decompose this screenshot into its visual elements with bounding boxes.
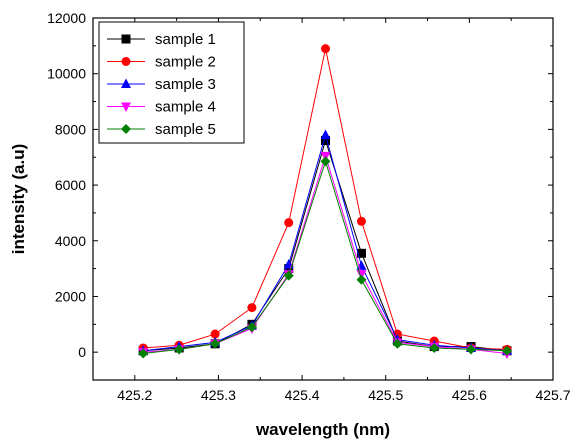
x-tick-label: 425.3 (201, 387, 236, 403)
series-line (143, 133, 508, 352)
legend-label: sample 2 (155, 54, 216, 71)
data-point (138, 348, 149, 359)
data-point (356, 216, 366, 226)
data-point (429, 342, 440, 353)
legend-label: sample 5 (155, 121, 216, 138)
data-point (210, 329, 220, 339)
series-line (143, 154, 508, 354)
plot-frame (92, 17, 554, 381)
x-tick-label: 425.2 (117, 387, 152, 403)
data-point (356, 274, 367, 285)
data-point (320, 129, 331, 139)
x-tick-label: 425.4 (285, 387, 320, 403)
data-point (466, 344, 477, 355)
y-tick-label: 6000 (55, 177, 86, 193)
data-point (502, 345, 512, 356)
legend-item: sample 2 (107, 54, 216, 71)
legend-label: sample 4 (155, 99, 216, 116)
y-tick-label: 12000 (47, 10, 86, 26)
data-point (174, 344, 185, 355)
series-1 (138, 136, 512, 356)
x-tick-label: 425.5 (368, 387, 403, 403)
legend-marker (121, 78, 131, 88)
axis-ticks: 0 2000 4000 6000 8000 10000 12000 425.2 425.3 425… (47, 10, 570, 403)
y-tick-label: 2000 (55, 288, 86, 304)
legend-marker (121, 57, 131, 66)
series-5 (138, 156, 512, 359)
data-point (392, 329, 402, 339)
legend-label: sample 1 (155, 31, 216, 48)
legend-item: sample 5 (107, 121, 216, 138)
x-tick-label: 425.6 (452, 387, 487, 403)
y-tick-label: 10000 (47, 66, 86, 82)
y-tick-label: 8000 (55, 121, 86, 137)
legend-marker (121, 102, 131, 112)
series-layer (138, 44, 512, 360)
legend-item: sample 4 (107, 99, 216, 116)
data-point (356, 248, 366, 258)
data-point (321, 44, 331, 54)
data-point (284, 218, 294, 228)
y-axis-title: intensity (a.u) (9, 144, 28, 255)
x-tick-label: 425.7 (535, 387, 570, 403)
data-point (392, 338, 403, 349)
legend-label: sample 3 (155, 76, 216, 93)
legend-marker (121, 124, 131, 134)
legend-marker (121, 34, 131, 44)
y-tick-label: 4000 (55, 233, 86, 249)
series-line (143, 159, 508, 354)
x-axis-title: wavelength (nm) (255, 420, 390, 439)
data-point (284, 264, 294, 274)
data-point (283, 270, 294, 281)
legend-item: sample 3 (107, 76, 216, 93)
data-point (320, 156, 331, 167)
series-line (143, 138, 508, 352)
series-4 (138, 151, 512, 360)
legend: sample 1 sample 2 sample 3 sample 4 sample 5 (98, 21, 245, 144)
data-point (210, 338, 221, 349)
y-tick-label: 0 (78, 344, 86, 360)
legend-item: sample 1 (107, 31, 216, 48)
data-point (321, 136, 331, 146)
data-point (247, 303, 257, 313)
data-point (246, 322, 257, 333)
